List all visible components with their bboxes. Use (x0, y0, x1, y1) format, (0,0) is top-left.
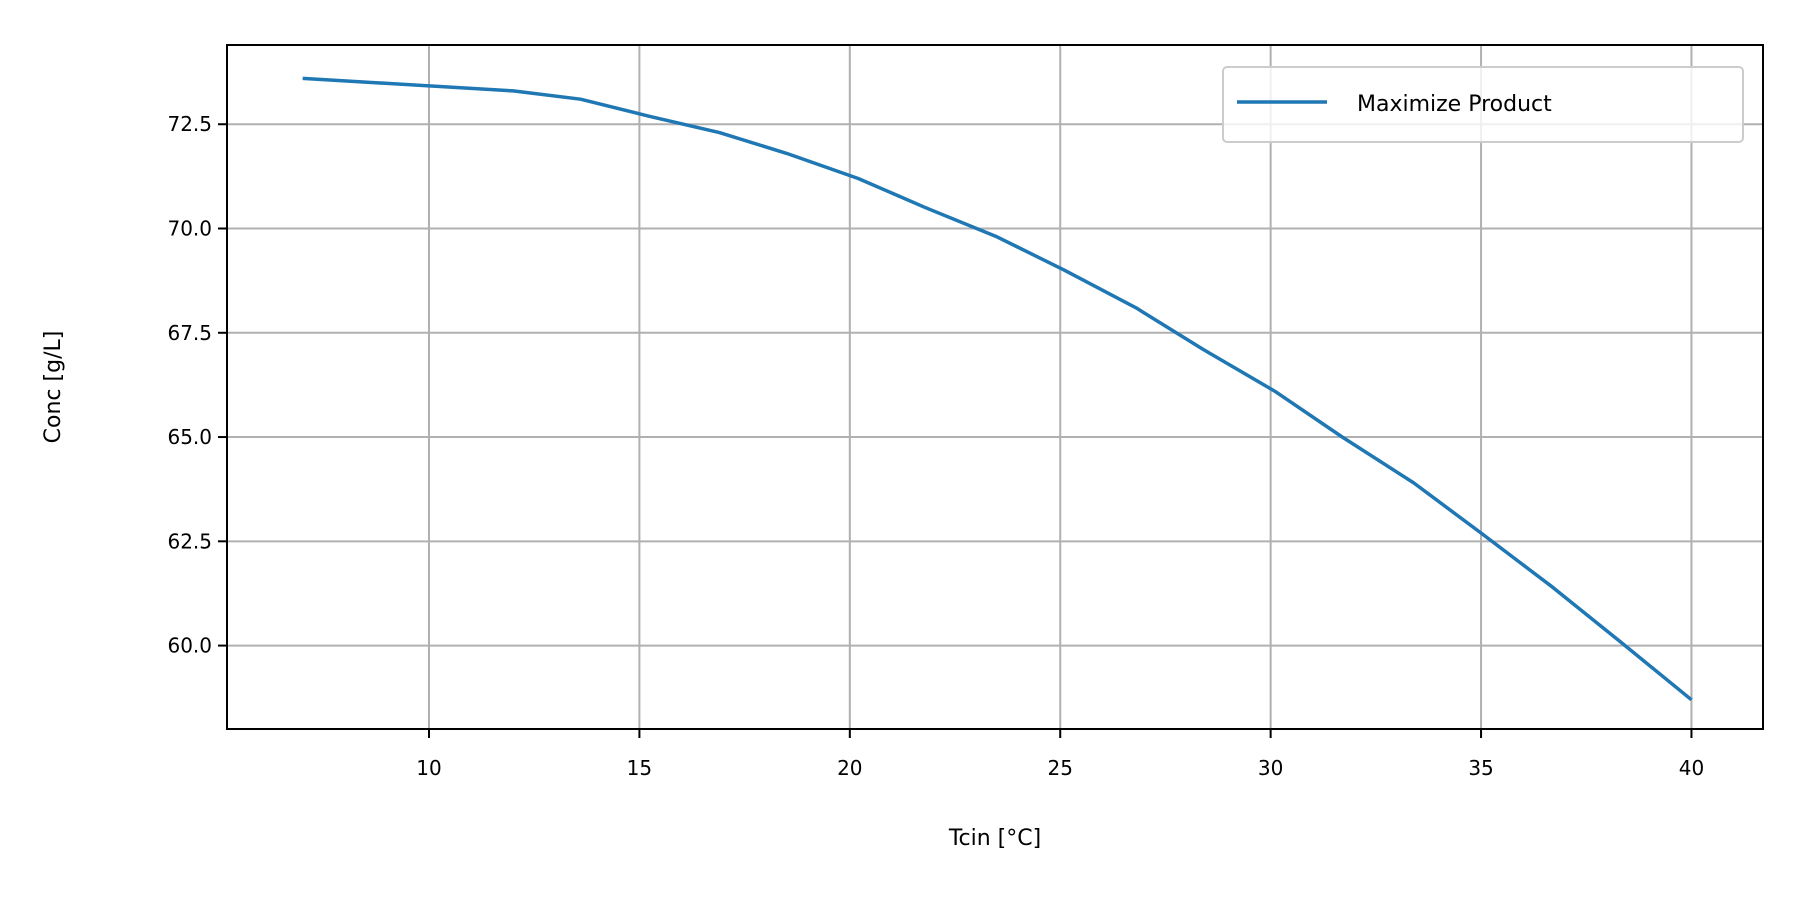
y-axis-label: Conc [g/L] (41, 331, 66, 444)
legend-label: Maximize Product (1357, 92, 1552, 117)
x-axis-ticks: 10 15 20 25 30 35 40 (416, 729, 1704, 780)
x-tick-label: 35 (1468, 756, 1493, 780)
x-tick-label: 20 (837, 756, 862, 780)
y-tick-label: 65.0 (167, 425, 212, 449)
x-tick-label: 25 (1048, 756, 1073, 780)
series-line (302, 76, 1693, 702)
plot-frame (226, 44, 1764, 730)
y-tick-label: 72.5 (167, 112, 212, 136)
x-axis-label: Tcin [°C] (948, 826, 1041, 851)
y-tick-label: 70.0 (167, 217, 212, 241)
grid-lines (227, 45, 1763, 729)
legend-box (1222, 66, 1744, 143)
series-layer (302, 76, 1693, 702)
x-tick-label: 40 (1679, 756, 1704, 780)
x-tick-label: 15 (627, 756, 652, 780)
y-tick-label: 60.0 (167, 634, 212, 658)
x-tick-label: 30 (1258, 756, 1283, 780)
y-tick-label: 62.5 (167, 529, 212, 553)
x-tick-label: 10 (416, 756, 441, 780)
legend: Maximize Product (1222, 66, 1744, 143)
y-axis-ticks: 60.0 62.5 65.0 67.5 70.0 72.5 (167, 112, 227, 658)
y-tick-label: 67.5 (167, 321, 212, 345)
